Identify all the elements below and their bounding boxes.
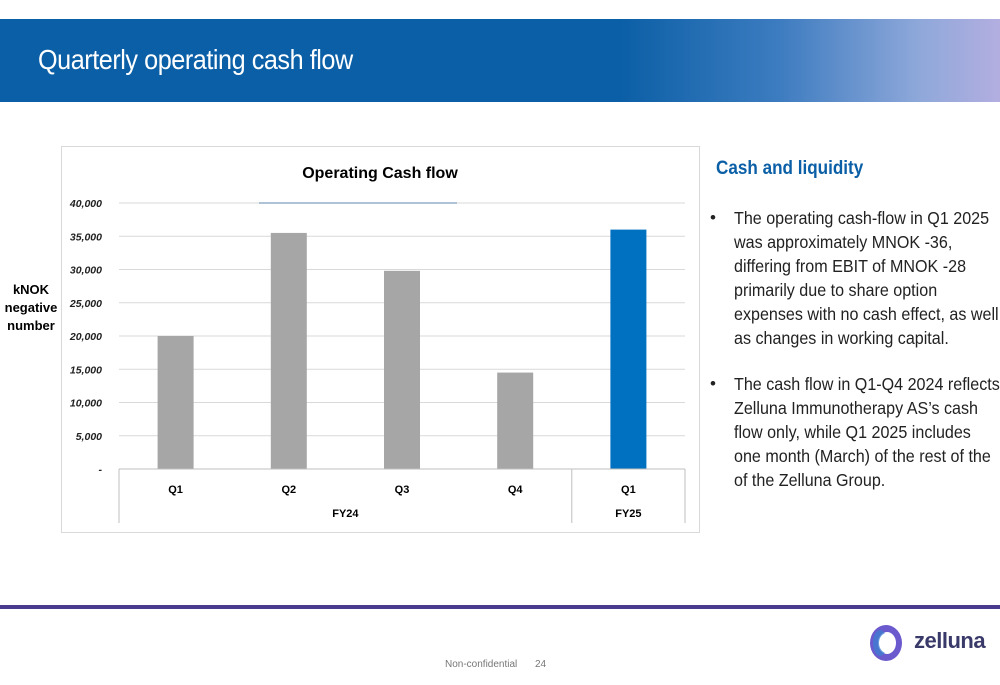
section-title: Cash and liquidity [716,158,864,179]
group-label: FY25 [615,508,641,520]
bar-q1-0 [157,336,194,469]
x-tick-label: Q2 [281,484,296,496]
y-tick-label: 10,000 [70,398,102,410]
x-tick-label: Q1 [621,484,636,496]
y-tick-label: 25,000 [69,298,102,310]
page-title: Quarterly operating cash flow [38,44,353,75]
confidentiality-label: Non-confidential [445,659,518,670]
x-tick-label: Q1 [168,484,183,496]
bar-q3-2 [384,270,420,469]
y-axis-side-label: kNOK negative number [4,282,58,333]
bar-q2-1 [270,232,307,469]
footer-divider [0,605,1000,609]
group-label: FY24 [332,508,359,520]
y-tick-label: - [99,464,103,476]
bullet-list: • The operating cash-flow in Q1 2025 was … [708,206,1000,514]
bar-q1-4 [610,229,647,469]
logo-ring-icon [870,625,902,661]
y-tick-label: 15,000 [70,364,102,376]
y-tick-label: 5,000 [76,431,102,443]
x-tick-label: Q3 [395,484,410,496]
page-number: 24 [535,659,547,670]
chart-title: Operating Cash flow [302,165,458,182]
bullet-text: The cash flow in Q1-Q4 2024 reflects Zel… [734,374,1000,490]
bar-q4-3 [497,372,534,469]
header-banner: Quarterly operating cash flow [0,19,1000,102]
y-tick-label: 40,000 [69,198,102,210]
x-tick-label: Q4 [508,484,524,496]
bullet-icon: • [710,374,716,393]
y-tick-label: 35,000 [70,231,102,243]
company-logo: zelluna [868,622,988,666]
bullet-item: • The operating cash-flow in Q1 2025 was … [708,206,999,350]
bullet-item: • The cash flow in Q1-Q4 2024 reflects Ze… [708,372,1000,492]
bullet-icon: • [710,208,716,227]
logo-text: zelluna [914,628,986,653]
operating-cash-flow-chart: Operating Cash flow - 5,000 10,000 15,000 20,… [69,165,686,523]
bullet-text: The operating cash-flow in Q1 2025 was a… [734,208,999,348]
y-tick-label: 30,000 [70,265,102,277]
chart-container: Operating Cash flow - 5,000 10,000 15,000 20,… [61,146,700,533]
y-tick-label: 20,000 [69,331,102,343]
